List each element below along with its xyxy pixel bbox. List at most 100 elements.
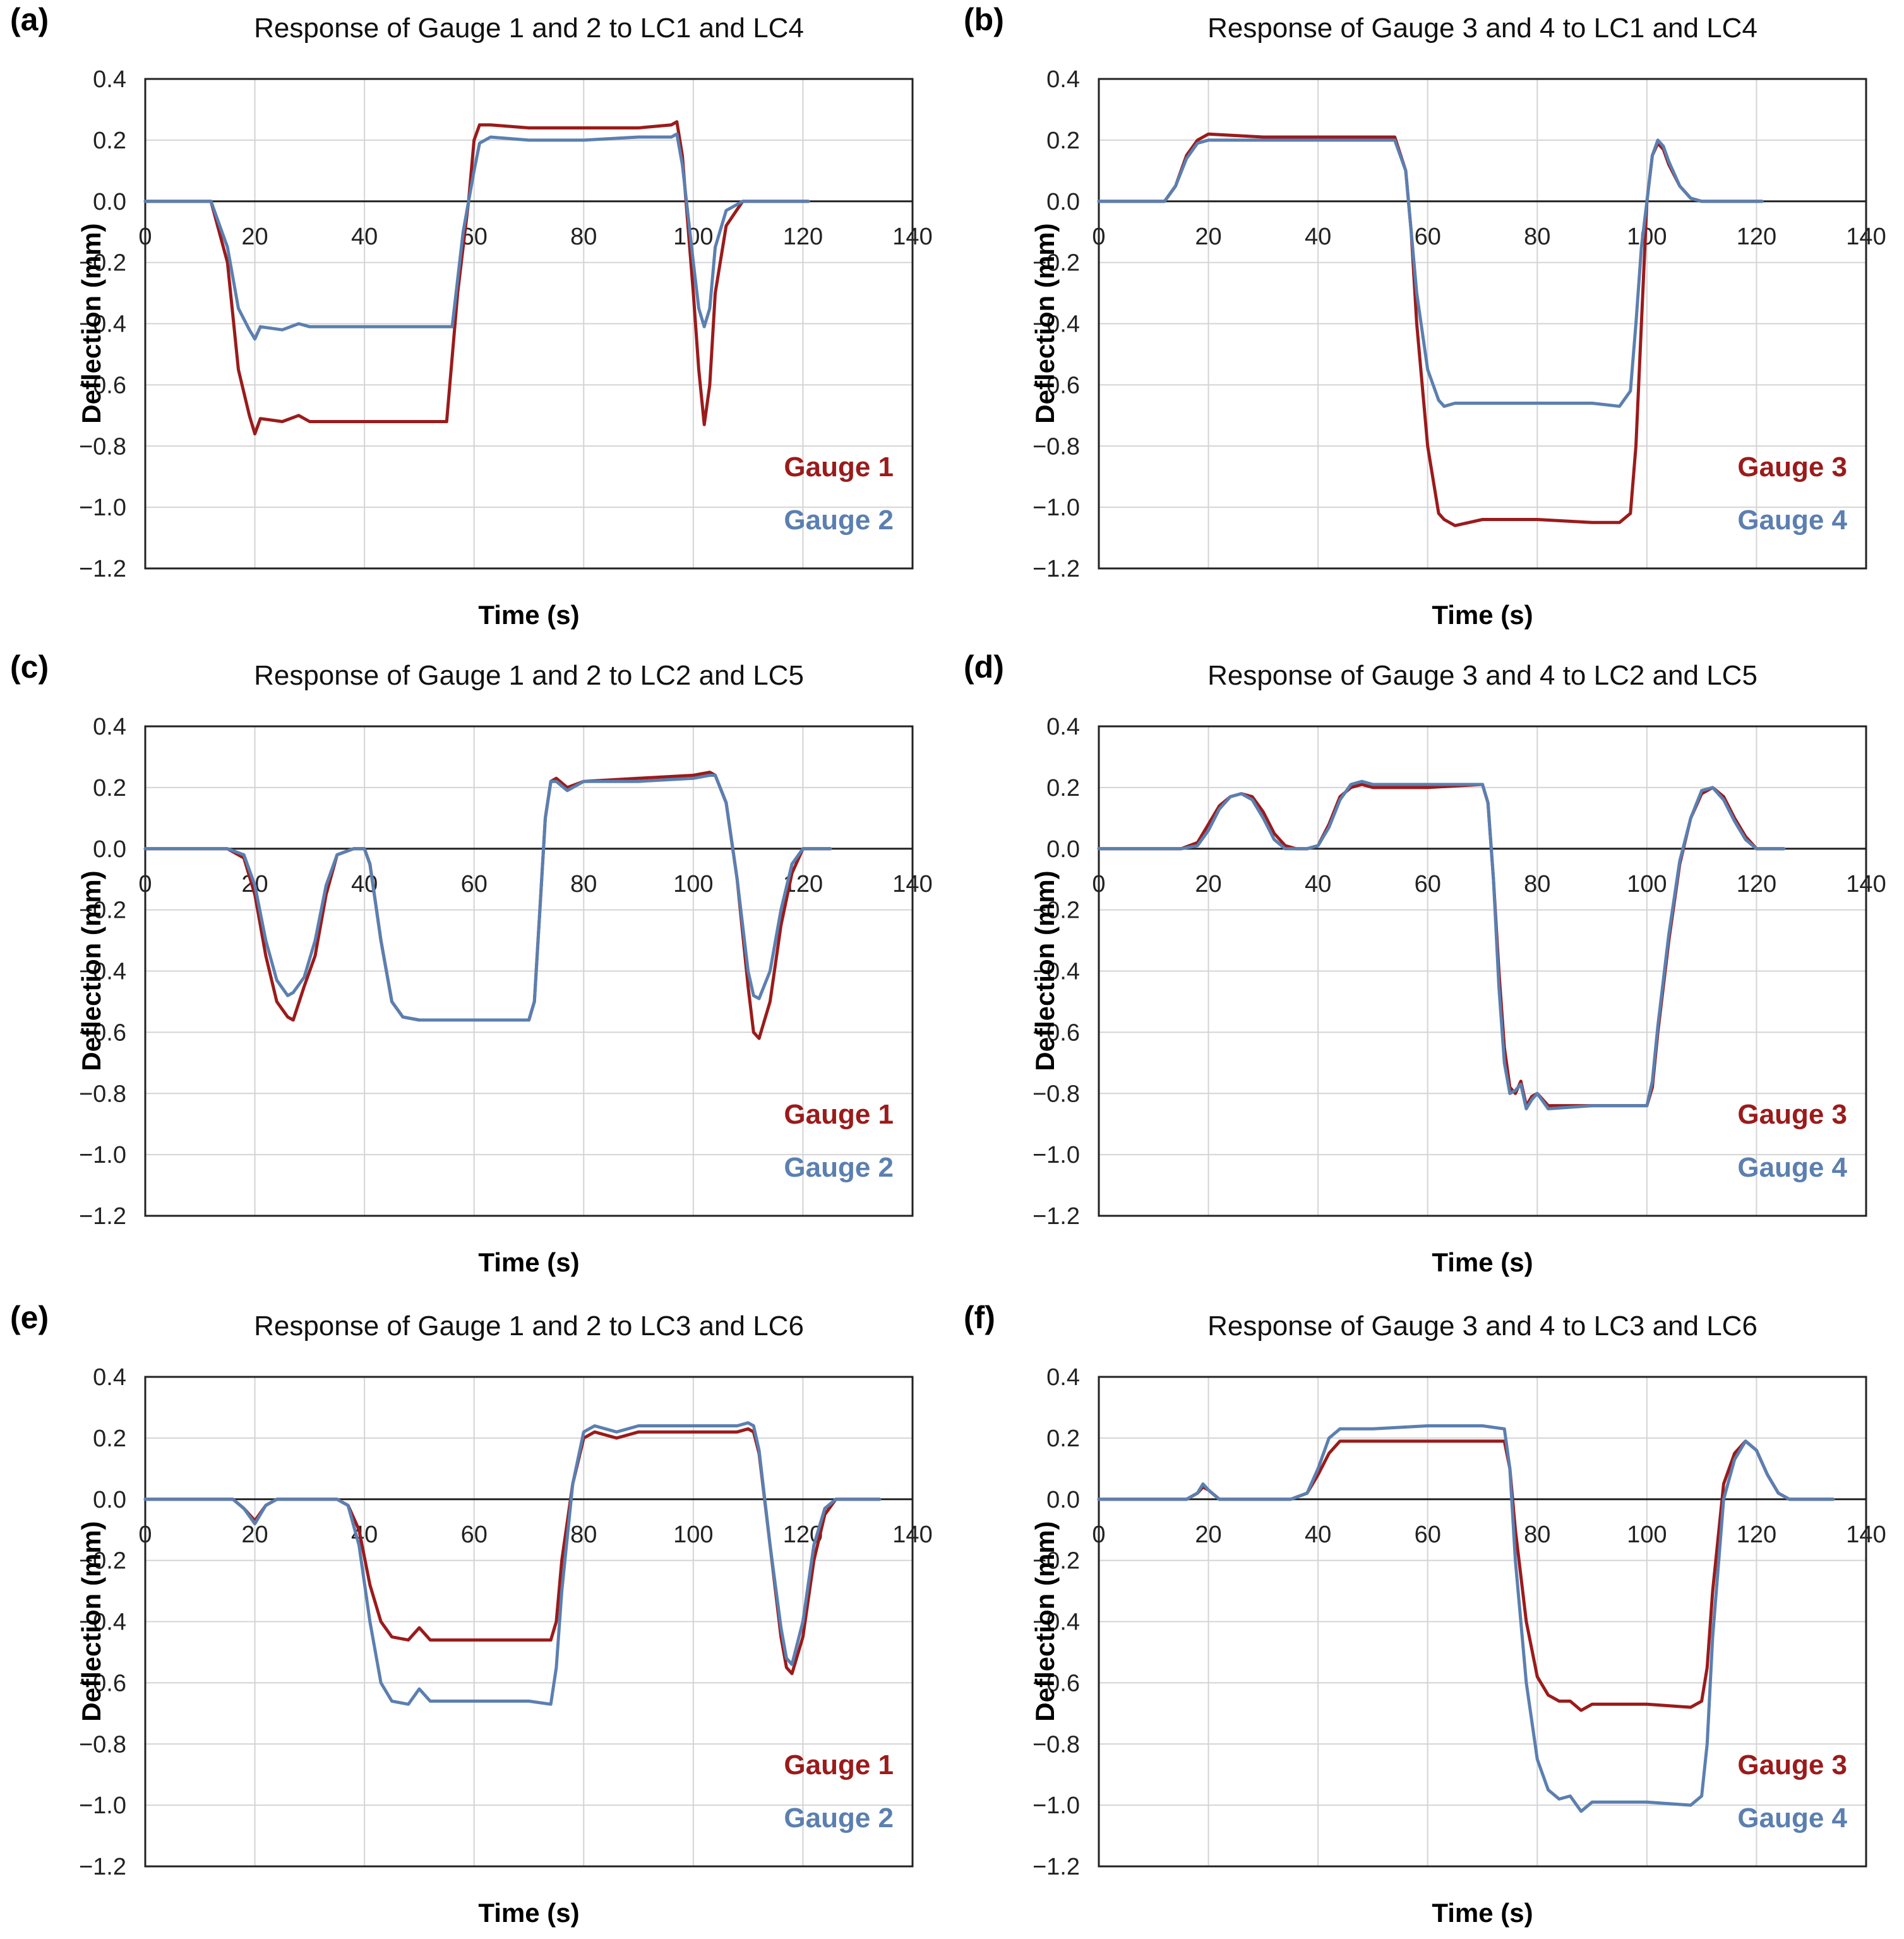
y-tick-label: 0.2 — [1046, 1426, 1080, 1452]
legend-entry-2: Gauge 4 — [1737, 1803, 1847, 1834]
x-tick-label: 80 — [1524, 224, 1550, 250]
y-tick-label: 0.4 — [1046, 714, 1080, 740]
x-tick-label: 80 — [1524, 1522, 1550, 1548]
x-axis-label: Time (s) — [478, 1247, 580, 1277]
series-line-gauge-4 — [1097, 138, 1764, 408]
series-line-gauge-3 — [1097, 783, 1786, 1108]
y-tick-label: 0.4 — [1046, 66, 1080, 93]
plot-area: 0.40.20.0−0.2−0.4−0.6−0.8−1.0−1.20 20 40 60… — [1033, 1364, 1886, 1880]
legend-entry-1: Gauge 3 — [1737, 1099, 1847, 1130]
x-axis-label: Time (s) — [478, 600, 580, 630]
x-tick-label: 20 — [1195, 1522, 1221, 1548]
y-tick-label: 0.0 — [1046, 189, 1080, 215]
y-tick-label: −1.2 — [79, 556, 126, 582]
series-line-gauge-2 — [143, 1421, 882, 1706]
y-tick-label: −1.0 — [1033, 1792, 1080, 1819]
y-tick-label: −1.0 — [79, 495, 126, 521]
x-axis-label: Time (s) — [478, 1898, 580, 1928]
y-tick-label: −0.4 — [79, 959, 126, 985]
x-tick-label: 60 — [461, 1522, 488, 1548]
plot-frame — [144, 725, 914, 1217]
y-tick-label: −1.0 — [1033, 495, 1080, 521]
x-axis-label: Time (s) — [1432, 1247, 1533, 1277]
y-tick-label: −0.4 — [1033, 1609, 1080, 1636]
chart-title: Response of Gauge 3 and 4 to LC3 and LC6 — [1207, 1311, 1757, 1342]
x-tick-label: 60 — [1415, 871, 1441, 897]
y-tick-label: 0.0 — [93, 1487, 126, 1513]
x-tick-label: 20 — [241, 224, 268, 250]
x-tick-label: 120 — [783, 224, 823, 250]
panel-c: (c) Response of Gauge 1 and 2 to LC2 and… — [6, 647, 941, 1279]
panel-label: (d) — [964, 649, 1004, 685]
x-tick-label: 60 — [1415, 1522, 1441, 1548]
y-tick-label: −0.6 — [1033, 1670, 1080, 1696]
panel-label: (f) — [964, 1300, 995, 1335]
y-tick-label: −0.2 — [1033, 897, 1080, 924]
series-line-gauge-2 — [143, 774, 832, 1022]
panel-f: (f) Response of Gauge 3 and 4 to LC3 and… — [960, 1298, 1895, 1930]
series-line-gauge-2 — [143, 132, 810, 341]
legend-entry-1: Gauge 3 — [1737, 452, 1847, 483]
x-axis-label: Time (s) — [1432, 600, 1533, 630]
x-tick-label: 0 — [138, 871, 152, 897]
y-tick-label: 0.0 — [93, 836, 126, 863]
y-tick-label: 0.4 — [93, 66, 126, 93]
legend-entry-2: Gauge 2 — [784, 1803, 894, 1834]
panel-label: (e) — [10, 1300, 49, 1335]
legend-entry-2: Gauge 2 — [784, 1152, 894, 1183]
y-tick-label: −0.8 — [1033, 433, 1080, 460]
y-tick-label: 0.4 — [93, 1364, 126, 1391]
x-tick-label: 20 — [1195, 871, 1221, 897]
x-tick-label: 140 — [892, 871, 932, 897]
legend-entry-2: Gauge 4 — [1737, 505, 1847, 536]
y-tick-label: −0.2 — [79, 1548, 126, 1575]
y-tick-label: −0.8 — [79, 1731, 126, 1758]
x-tick-label: 140 — [892, 1522, 932, 1548]
x-tick-label: 0 — [138, 1522, 152, 1548]
x-tick-label: 40 — [1305, 1522, 1331, 1548]
y-axis-label: Deflection (mm) — [1030, 222, 1060, 424]
y-tick-label: −1.0 — [1033, 1142, 1080, 1168]
y-tick-label: −0.6 — [79, 1670, 126, 1696]
x-tick-label: 80 — [570, 871, 597, 897]
x-tick-label: 0 — [138, 224, 152, 250]
x-tick-label: 40 — [351, 224, 378, 250]
legend-entry-1: Gauge 1 — [784, 452, 894, 483]
y-tick-label: −0.4 — [79, 311, 126, 338]
legend-entry-1: Gauge 1 — [784, 1099, 894, 1130]
plot-frame — [1098, 1376, 1867, 1868]
x-tick-label: 100 — [673, 224, 713, 250]
y-tick-label: −1.0 — [79, 1792, 126, 1819]
y-tick-label: −0.2 — [79, 250, 126, 277]
y-tick-label: −0.8 — [1033, 1081, 1080, 1107]
x-tick-label: 100 — [1627, 1522, 1667, 1548]
plot-frame — [1098, 725, 1867, 1217]
y-tick-label: −0.8 — [79, 1081, 126, 1107]
y-tick-label: 0.2 — [1046, 128, 1080, 154]
x-tick-label: 100 — [673, 1522, 713, 1548]
y-axis-label: Deflection (mm) — [1030, 1520, 1060, 1722]
y-axis-label: Deflection (mm) — [1030, 870, 1060, 1071]
x-tick-label: 120 — [1737, 871, 1776, 897]
plot-frame — [144, 78, 914, 570]
panel-e: (e) Response of Gauge 1 and 2 to LC3 and… — [6, 1298, 941, 1930]
y-tick-label: −0.4 — [1033, 311, 1080, 338]
y-tick-label: −0.2 — [1033, 250, 1080, 277]
panel-b: (b) Response of Gauge 3 and 4 to LC1 and… — [960, 0, 1895, 632]
plot-frame — [1098, 78, 1867, 570]
chart-title: Response of Gauge 3 and 4 to LC1 and LC4 — [1207, 13, 1757, 44]
plot-area: 0.40.20.0−0.2−0.4−0.6−0.8−1.0−1.20 20 40 60… — [79, 1364, 933, 1880]
y-tick-label: −0.8 — [79, 433, 126, 460]
y-tick-label: 0.0 — [93, 189, 126, 215]
panel-label: (a) — [10, 2, 49, 37]
y-tick-label: −0.6 — [1033, 1019, 1080, 1046]
chart-title: Response of Gauge 1 and 2 to LC3 and LC6 — [254, 1311, 804, 1342]
legend-entry-2: Gauge 2 — [784, 505, 894, 536]
x-tick-label: 0 — [1092, 1522, 1105, 1548]
chart-title: Response of Gauge 1 and 2 to LC1 and LC4 — [254, 13, 804, 44]
plot-area: 0.40.20.0−0.2−0.4−0.6−0.8−1.0−1.20 20 40 60… — [1033, 66, 1886, 582]
y-tick-label: −1.2 — [1033, 556, 1080, 582]
y-tick-label: −1.0 — [79, 1142, 126, 1168]
x-tick-label: 0 — [1092, 224, 1105, 250]
x-tick-label: 120 — [1737, 1522, 1776, 1548]
